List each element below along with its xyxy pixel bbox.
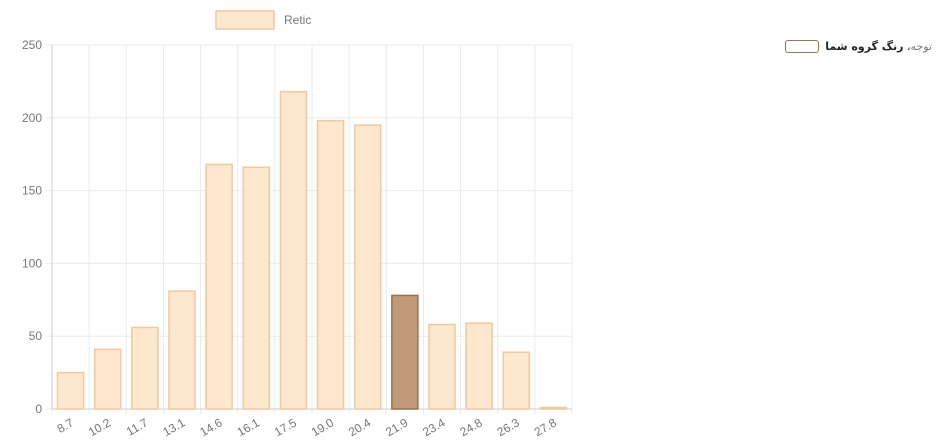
x-tick-label: 23.4: [420, 415, 448, 439]
bar[interactable]: [502, 351, 531, 410]
chart-legend[interactable]: Retic: [215, 10, 311, 30]
grid-lines: [46, 44, 573, 414]
x-tick-label: 11.7: [124, 415, 151, 439]
y-tick-label: 250: [22, 38, 42, 52]
bar[interactable]: [316, 119, 345, 410]
y-tick-label: 50: [29, 329, 43, 343]
x-tick-label: 14.6: [197, 415, 225, 439]
x-axis-ticks: 8.7 10.2 11.7 13.1 14.6 16.1 17.5 19.0 20.4 21.9 2…: [55, 415, 560, 439]
group-color-swatch: [785, 40, 820, 53]
y-tick-label: 200: [22, 111, 42, 125]
x-tick-label: 10.2: [86, 415, 114, 439]
bar-highlighted[interactable]: [391, 294, 419, 410]
bar[interactable]: [465, 322, 493, 410]
chart-svg: Retic 0 50 100 150 200 250 8.7 10.2 11.7 13.1 14.…: [22, 10, 573, 439]
bar[interactable]: [205, 163, 233, 410]
group-color-note-text: توجه، رنگ گروه شما: [825, 40, 932, 53]
note-label: رنگ گروه شما: [825, 40, 904, 53]
legend-swatch: [215, 10, 275, 30]
x-tick-label: 24.8: [457, 415, 485, 439]
y-tick-label: 0: [35, 402, 42, 416]
x-tick-label: 20.4: [346, 415, 374, 439]
y-tick-label: 100: [22, 256, 42, 270]
bar[interactable]: [168, 290, 196, 410]
x-tick-label: 27.8: [532, 415, 560, 439]
x-tick-label: 21.9: [383, 415, 411, 439]
note-prefix: توجه: [910, 40, 932, 53]
x-tick-label: 16.1: [235, 415, 263, 439]
histogram-chart: Retic 0 50 100 150 200 250 8.7 10.2 11.7 13.1 14.…: [22, 10, 573, 439]
bars: [56, 90, 568, 410]
x-tick-label: 19.0: [309, 415, 337, 439]
y-axis-ticks: 0 50 100 150 200 250: [22, 38, 42, 416]
bar[interactable]: [353, 124, 382, 410]
bar[interactable]: [56, 371, 85, 410]
x-tick-label: 8.7: [55, 415, 77, 436]
bar[interactable]: [242, 166, 271, 410]
x-tick-label: 26.3: [495, 415, 523, 439]
legend-label: Retic: [284, 13, 311, 27]
bar[interactable]: [279, 90, 308, 410]
x-tick-label: 17.5: [272, 415, 300, 439]
bar[interactable]: [539, 406, 568, 410]
bar[interactable]: [131, 326, 159, 410]
bar[interactable]: [428, 323, 456, 410]
bar[interactable]: [93, 348, 122, 410]
group-color-note: توجه، رنگ گروه شما: [785, 40, 932, 53]
y-tick-label: 150: [22, 184, 42, 198]
x-tick-label: 13.1: [160, 415, 188, 439]
